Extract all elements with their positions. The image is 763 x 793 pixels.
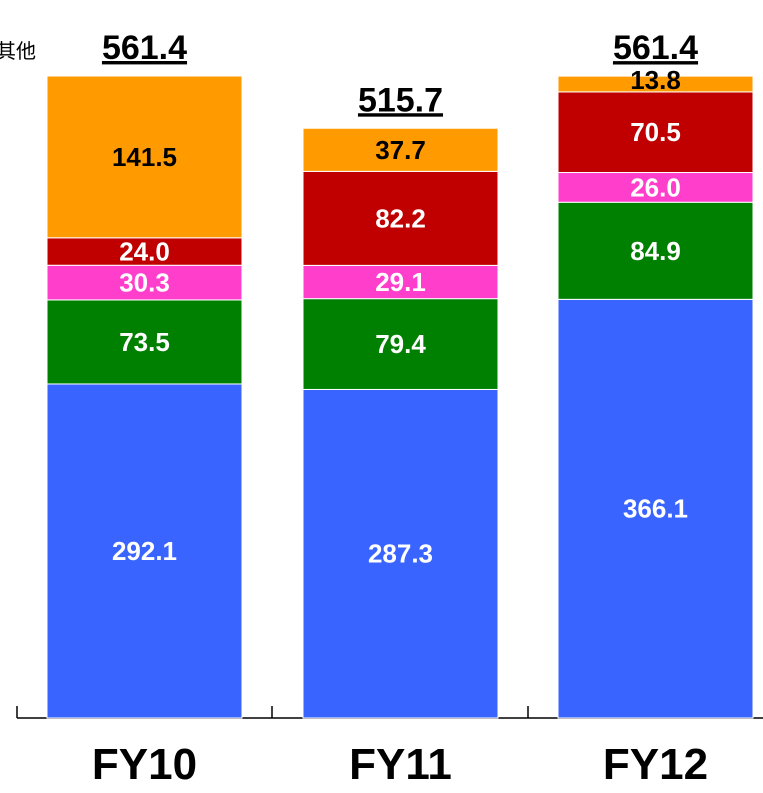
data-label-fy10-0: 292.1 [112,536,177,566]
data-label-fy12-3: 70.5 [630,117,681,147]
bar-segment-fy12-2 [557,172,754,203]
data-label-fy12-1: 84.9 [630,236,681,266]
category-label-fy10: FY10 [92,740,197,789]
total-label-fy12: 561.4 [613,29,698,67]
bar-segment-fy11-4 [302,127,499,172]
data-label-fy10-2: 30.3 [119,268,170,298]
bar-segment-fy10-3 [46,237,243,266]
bar-segment-fy10-0 [46,383,243,719]
data-label-fy11-0: 287.3 [368,539,433,569]
total-label-fy11: 515.7 [358,81,443,119]
bar-segment-fy12-1 [557,201,754,300]
data-label-fy11-3: 82.2 [375,203,426,233]
data-label-fy10-1: 73.5 [119,327,170,357]
data-label-fy12-0: 366.1 [623,494,688,524]
bar-segment-fy10-1 [46,299,243,385]
data-label-fy10-4: 141.5 [112,142,177,172]
bar-segment-fy10-4 [46,75,243,239]
data-label-fy11-4: 37.7 [375,135,426,165]
category-label-fy11: FY11 [349,740,452,789]
bar-segment-fy11-1 [302,298,499,390]
data-label-fy11-1: 79.4 [375,329,426,359]
bar-segment-fy11-3 [302,170,499,266]
data-label-fy10-3: 24.0 [119,237,170,267]
bar-segment-fy11-2 [302,264,499,300]
bars-group [46,75,754,719]
labels-group: 292.1 73.5 30.324.0 141.5 561.4 FY10 287.3 79.4… [92,29,708,789]
legend-note-other: 其他 [0,39,36,63]
data-label-fy11-2: 29.1 [375,267,426,297]
total-label-fy10: 561.4 [102,29,187,67]
data-label-fy12-4: 13.8 [630,65,681,95]
data-label-fy12-2: 26.0 [630,172,681,202]
bar-segment-fy12-0 [557,298,754,719]
bar-segment-fy11-0 [302,388,499,719]
bar-segment-fy12-3 [557,91,754,174]
bar-segment-fy12-4 [557,75,754,93]
category-label-fy12: FY12 [603,740,708,789]
